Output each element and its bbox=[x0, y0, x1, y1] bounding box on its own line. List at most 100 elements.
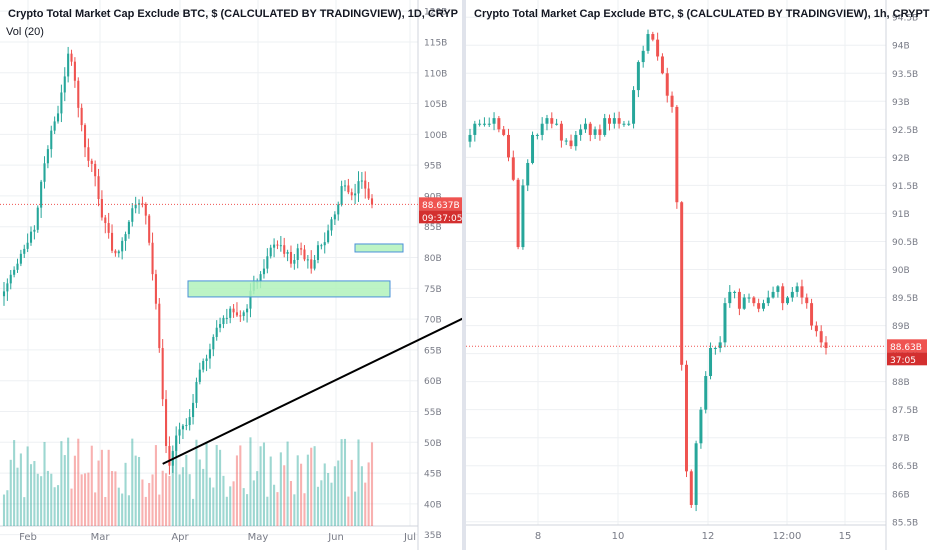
daily-chart-panel[interactable]: 35B40B45B50B55B60B65B70B75B80B85B90B95B1… bbox=[0, 0, 462, 550]
volume-bar bbox=[9, 459, 12, 526]
volume-bar bbox=[181, 467, 184, 526]
volume-bar bbox=[16, 467, 19, 526]
candle-body bbox=[684, 364, 688, 472]
daily-chart-title: Crypto Total Market Cap Exclude BTC, $ (… bbox=[8, 8, 459, 20]
volume-bar bbox=[347, 496, 350, 526]
candle-body bbox=[110, 232, 114, 251]
candle-body bbox=[232, 308, 235, 313]
candle-body bbox=[121, 240, 124, 252]
candle-body bbox=[598, 129, 602, 135]
candle-body bbox=[579, 129, 583, 135]
volume-bar bbox=[110, 471, 114, 526]
hourly-chart-svg[interactable]: 85.5B86B86.5B87B87.5B88B88.5B89B89.5B90B… bbox=[466, 0, 932, 550]
candle-body bbox=[357, 181, 360, 194]
volume-bar bbox=[171, 452, 174, 526]
candle-body bbox=[651, 34, 655, 40]
y-tick-label: 40B bbox=[424, 500, 442, 510]
candle-body bbox=[800, 286, 804, 298]
x-tick-label: 15 bbox=[839, 531, 852, 542]
candle-body bbox=[347, 185, 350, 193]
candle-body bbox=[316, 245, 320, 260]
volume-bar bbox=[208, 477, 211, 526]
candle-body bbox=[19, 253, 22, 264]
volume-bar bbox=[185, 454, 188, 526]
candle-body bbox=[43, 163, 46, 182]
candle-body bbox=[151, 242, 154, 275]
y-tick-label: 100B bbox=[424, 131, 447, 141]
candle-body bbox=[165, 399, 168, 446]
candle-body bbox=[178, 429, 181, 436]
candle-body bbox=[289, 251, 293, 264]
y-tick-label: 85B bbox=[424, 223, 442, 233]
volume-bar bbox=[222, 475, 225, 526]
candle-body bbox=[239, 315, 242, 317]
y-tick-label: 70B bbox=[424, 316, 442, 326]
volume-bar bbox=[360, 466, 363, 526]
candle-body bbox=[588, 123, 592, 135]
y-tick-label: 93.5B bbox=[892, 70, 918, 80]
candle-body bbox=[776, 286, 780, 292]
candle-body bbox=[608, 118, 612, 124]
candle-body bbox=[819, 331, 823, 343]
volume-bar bbox=[232, 481, 235, 526]
candle-body bbox=[364, 180, 367, 189]
candle-body bbox=[632, 90, 636, 124]
candle-body bbox=[158, 303, 161, 349]
volume-bar bbox=[161, 470, 164, 526]
candle-body bbox=[70, 53, 73, 62]
y-tick-label: 92B bbox=[892, 154, 910, 164]
candle-body bbox=[33, 229, 36, 232]
candle-body bbox=[665, 73, 669, 96]
volume-bar bbox=[310, 447, 313, 526]
candle-body bbox=[279, 245, 282, 247]
candle-body bbox=[141, 203, 144, 205]
candle-body bbox=[752, 297, 756, 304]
x-tick-label: Jun bbox=[327, 532, 344, 543]
volume-bar bbox=[40, 476, 43, 526]
y-tick-label: 45B bbox=[424, 470, 442, 480]
volume-bar bbox=[124, 462, 127, 526]
volume-bar bbox=[259, 446, 262, 526]
candle-body bbox=[77, 80, 80, 108]
candle-body bbox=[531, 134, 535, 163]
volume-bar bbox=[215, 444, 218, 526]
volume-bar bbox=[43, 441, 46, 526]
y-tick-label: 55B bbox=[424, 408, 442, 418]
y-tick-label: 86B bbox=[892, 490, 910, 500]
volume-bar bbox=[158, 494, 161, 526]
y-tick-label: 92.5B bbox=[892, 126, 918, 136]
hourly-chart-panel[interactable]: 85.5B86B86.5B87B87.5B88B88.5B89B89.5B90B… bbox=[466, 0, 932, 550]
y-tick-label: 95B bbox=[424, 162, 442, 172]
candle-body bbox=[482, 123, 486, 125]
price-label-background bbox=[887, 339, 927, 353]
volume-bar bbox=[29, 464, 33, 526]
volume-bar bbox=[252, 480, 255, 526]
volume-bar bbox=[343, 438, 347, 526]
candle-body bbox=[641, 50, 645, 63]
candle-body bbox=[545, 118, 549, 124]
candle-body bbox=[360, 180, 363, 182]
candle-body bbox=[83, 125, 87, 148]
volume-bar bbox=[195, 439, 198, 526]
candle-body bbox=[313, 259, 316, 269]
candle-body bbox=[73, 61, 76, 81]
candle-body bbox=[805, 297, 809, 304]
x-tick-label: Jul bbox=[403, 532, 416, 543]
zone-rectangle bbox=[354, 243, 404, 253]
volume-bar bbox=[97, 460, 100, 526]
candle-body bbox=[478, 123, 482, 125]
volume-bar bbox=[60, 441, 63, 526]
volume-bar bbox=[127, 495, 130, 526]
candle-body bbox=[516, 179, 520, 248]
candle-body bbox=[559, 123, 563, 141]
candle-body bbox=[824, 342, 828, 348]
volume-bar bbox=[364, 482, 367, 526]
candle-body bbox=[761, 303, 765, 309]
candle-body bbox=[225, 317, 228, 319]
candle-body bbox=[2, 291, 6, 297]
candle-body bbox=[192, 402, 195, 418]
daily-chart-svg[interactable]: 35B40B45B50B55B60B65B70B75B80B85B90B95B1… bbox=[0, 0, 462, 550]
volume-bar bbox=[249, 437, 252, 526]
panel-divider bbox=[462, 0, 466, 550]
